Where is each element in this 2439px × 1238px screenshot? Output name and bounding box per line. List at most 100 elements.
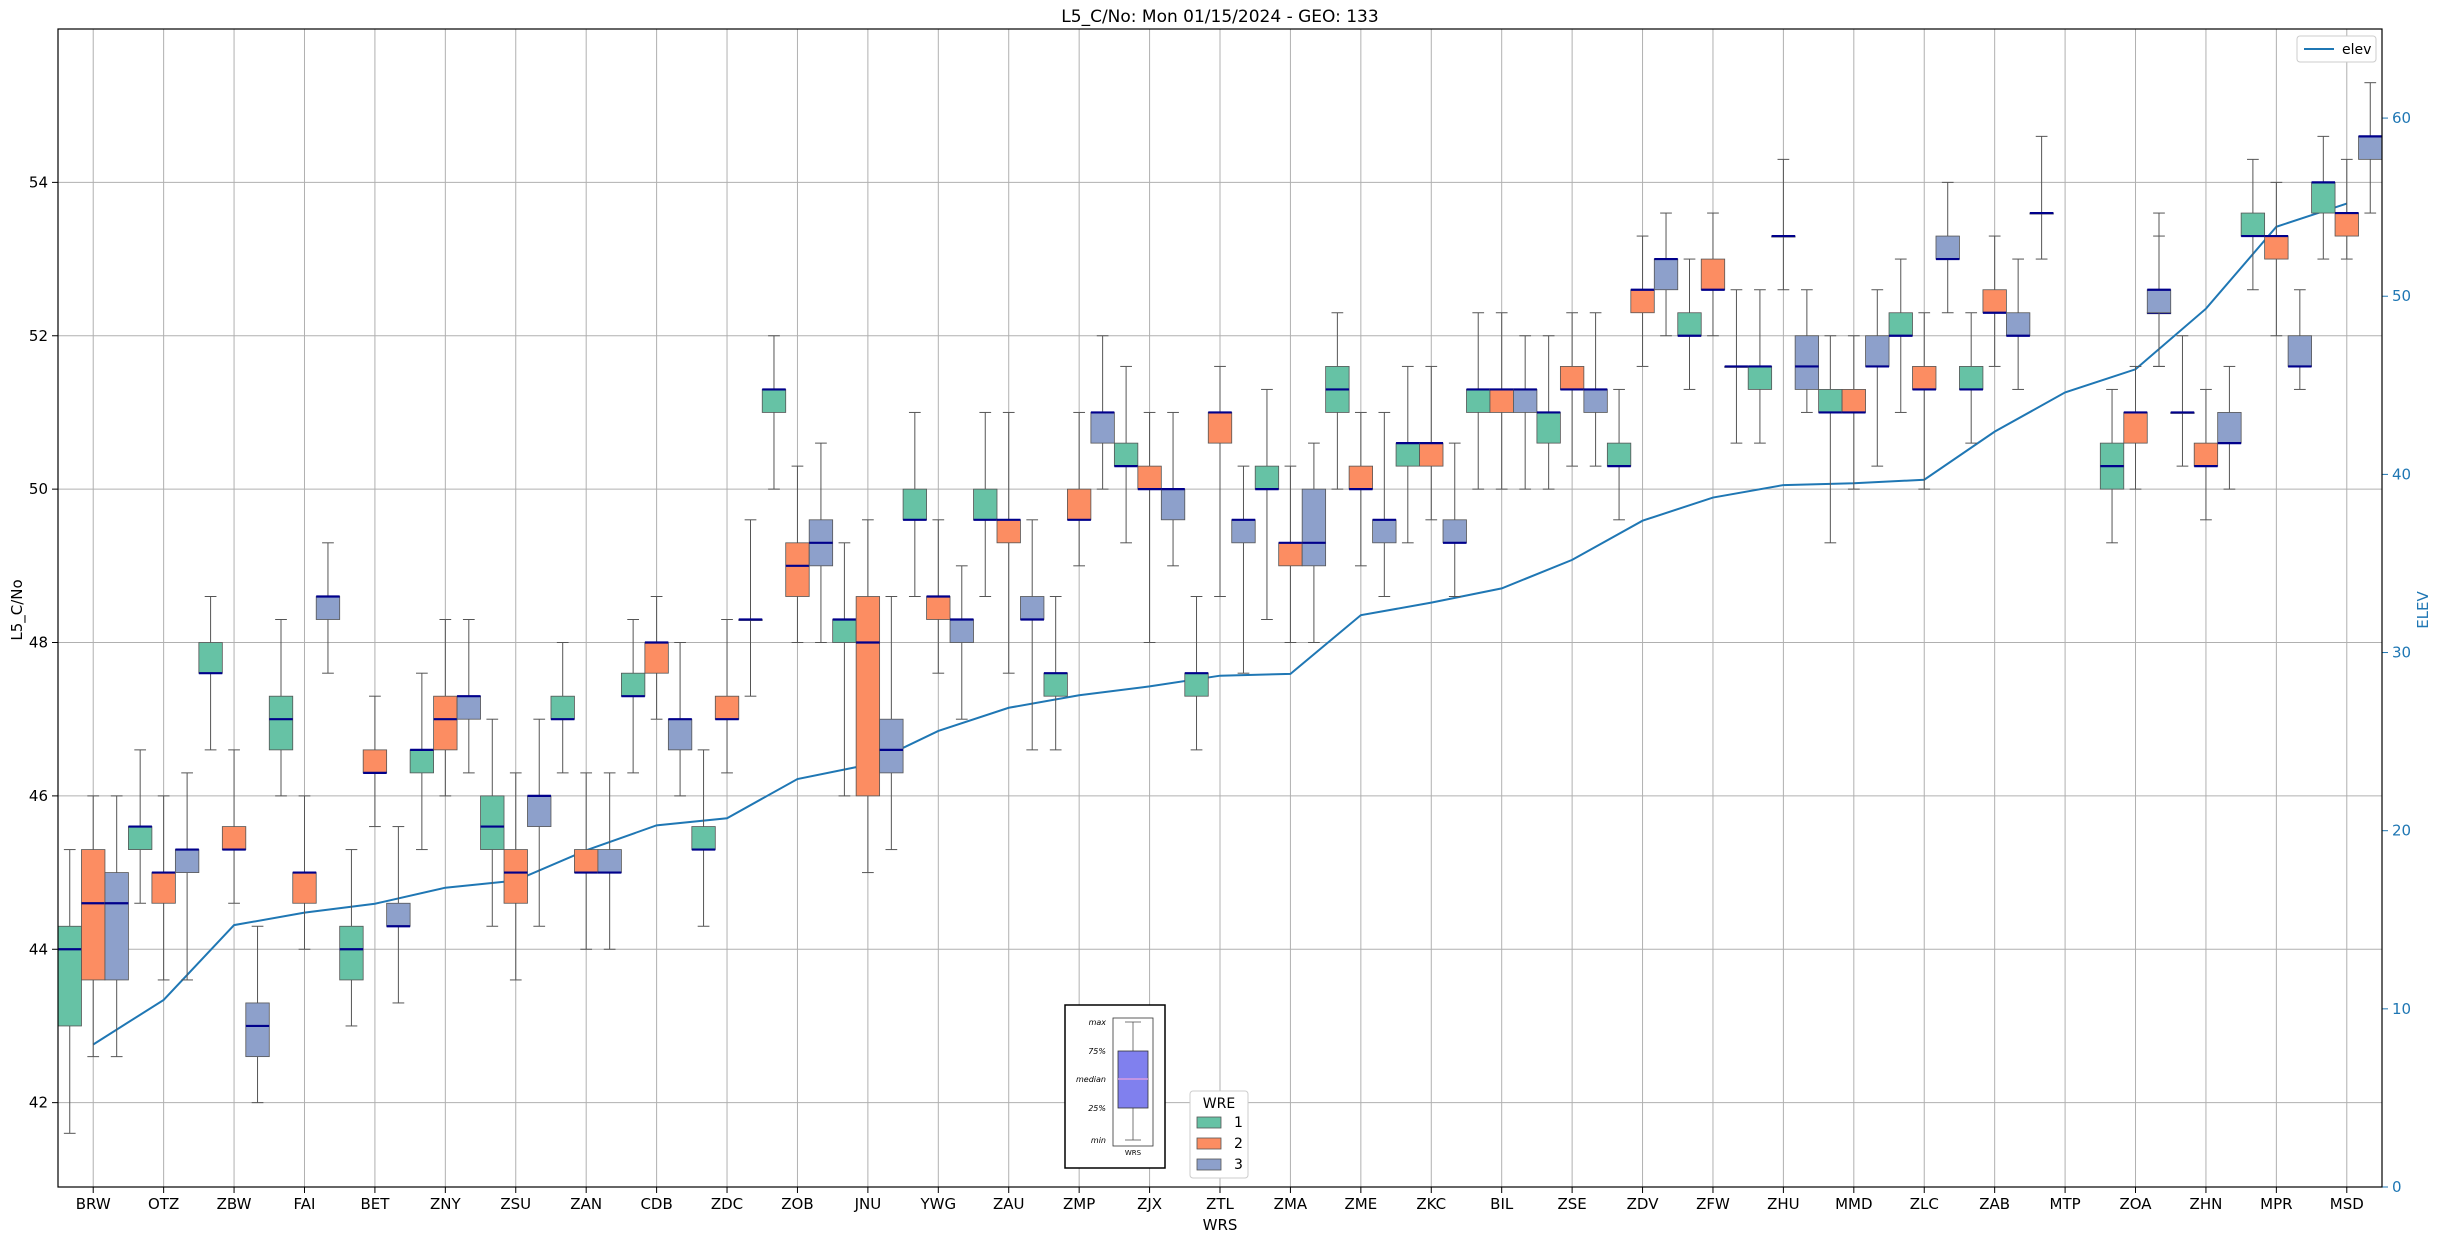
- box-body: [879, 718, 904, 774]
- elev-legend: elev: [2296, 35, 2377, 63]
- box-wre-2: [433, 619, 458, 797]
- wre-legend-label-2: 2: [1234, 1136, 1243, 1152]
- y2-tick-label: 60: [2392, 109, 2411, 127]
- box-body: [174, 849, 200, 873]
- y2-tick-label: 50: [2392, 287, 2411, 305]
- box-body: [245, 1002, 270, 1058]
- y2-tick-label: 0: [2392, 1178, 2402, 1196]
- x-tick-label: ZHN: [2190, 1195, 2223, 1213]
- wre-legend-label-1: 1: [1234, 1115, 1243, 1131]
- box-wre-2: [926, 519, 951, 674]
- box-wre-1: [1254, 388, 1280, 621]
- box-wre-3: [386, 826, 411, 1004]
- box-wre-3: [1935, 181, 1960, 314]
- box-body: [667, 718, 693, 751]
- wre-legend-swatch-3: [1196, 1158, 1222, 1171]
- box-body: [1583, 389, 1608, 413]
- box-body: [1982, 289, 2007, 314]
- box-wre-2: [644, 595, 669, 720]
- box-body: [574, 849, 599, 873]
- box-wre-3: [1794, 289, 1820, 413]
- box-body: [1818, 389, 1843, 413]
- box-wre-1: [832, 542, 857, 797]
- box-wre-2: [1278, 465, 1303, 644]
- box-wre-1: [1395, 365, 1420, 544]
- x-axis-title: WRS: [1203, 1216, 1238, 1234]
- box-wre-1: [1113, 365, 1139, 544]
- x-tick-label: ZAU: [993, 1195, 1025, 1213]
- box-wre-2: [2193, 388, 2219, 521]
- box-wre-1: [2170, 335, 2195, 467]
- box-body: [691, 826, 716, 850]
- box-wre-1: [1888, 258, 1913, 413]
- box-wre-1: [128, 749, 153, 904]
- box-wre-2: [1630, 235, 1655, 367]
- box-body: [2146, 289, 2172, 314]
- x-tick-label: JNU: [854, 1195, 882, 1213]
- box-wre-2: [1137, 411, 1162, 644]
- x-tick-label: MPR: [2260, 1195, 2292, 1213]
- boxplot-key-inset: max 75% median 25% min WRS: [1064, 1004, 1166, 1169]
- box-body: [2006, 312, 2031, 337]
- box-body: [198, 642, 223, 674]
- grid-layer: [58, 29, 2382, 1187]
- plot-frame: [57, 28, 2383, 1188]
- x-tick-label: MTP: [2050, 1195, 2081, 1213]
- box-body: [2287, 335, 2312, 367]
- box-wre-2: [1771, 158, 1796, 291]
- box-body: [2240, 212, 2266, 237]
- x-tick-label: YWG: [919, 1195, 956, 1213]
- box-body: [527, 795, 552, 827]
- box-wre-1: [2099, 388, 2125, 544]
- x-tick-label: ZMP: [1063, 1195, 1095, 1213]
- box-body: [81, 849, 106, 981]
- box-body: [1113, 442, 1139, 467]
- y2-axis-title: ELEV: [2414, 590, 2432, 628]
- box-wre-2: [81, 795, 106, 1058]
- x-tick-label: ZNY: [430, 1195, 461, 1213]
- box-wre-1: [1747, 289, 1773, 444]
- box-wre-2: [292, 795, 317, 950]
- box-wre-2: [1067, 411, 1092, 567]
- box-wre-2: [574, 772, 599, 950]
- box-body: [1442, 519, 1467, 544]
- x-tick-label: ZSU: [500, 1195, 531, 1213]
- box-layer: [57, 82, 2383, 1134]
- x-tick-label: ZHU: [1767, 1195, 1800, 1213]
- box-wre-1: [1677, 258, 1702, 390]
- x-tick-label: ZBW: [217, 1195, 252, 1213]
- box-body: [1184, 672, 1209, 697]
- box-wre-3: [597, 772, 622, 950]
- x-tick-label: ZAN: [570, 1195, 602, 1213]
- box-body: [104, 872, 129, 981]
- box-wre-3: [667, 642, 693, 797]
- box-body: [362, 749, 388, 774]
- box-wre-1: [268, 619, 294, 797]
- y-tick-label: 42: [29, 1094, 48, 1112]
- box-wre-3: [808, 442, 834, 644]
- x-tick-label: BIL: [1490, 1195, 1514, 1213]
- box-wre-3: [2217, 365, 2242, 490]
- x-tick-label: ZLC: [1910, 1195, 1939, 1213]
- box-wre-2: [1348, 411, 1373, 567]
- box-wre-2: [2334, 158, 2359, 260]
- box-wre-2: [1489, 312, 1514, 490]
- wre-legend-title: WRE: [1203, 1096, 1235, 1112]
- box-body: [855, 596, 881, 797]
- elev-line-layer: [92, 202, 2348, 1046]
- box-body: [620, 672, 646, 697]
- box-body: [1865, 335, 1890, 367]
- box-body: [433, 695, 458, 751]
- x-tick-label: FAI: [294, 1195, 316, 1213]
- wre-legend-swatch-2: [1196, 1137, 1222, 1150]
- box-wre-2: [221, 749, 247, 904]
- box-body: [221, 826, 247, 850]
- key-label-25: 25%: [1088, 1104, 1106, 1113]
- y2-tick-label: 20: [2392, 822, 2411, 840]
- box-wre-1: [57, 849, 82, 1134]
- box-body: [785, 542, 810, 597]
- box-wre-3: [1865, 289, 1890, 467]
- box-body: [339, 925, 364, 981]
- box-wre-1: [550, 642, 575, 774]
- y-tick-label: 44: [29, 940, 48, 958]
